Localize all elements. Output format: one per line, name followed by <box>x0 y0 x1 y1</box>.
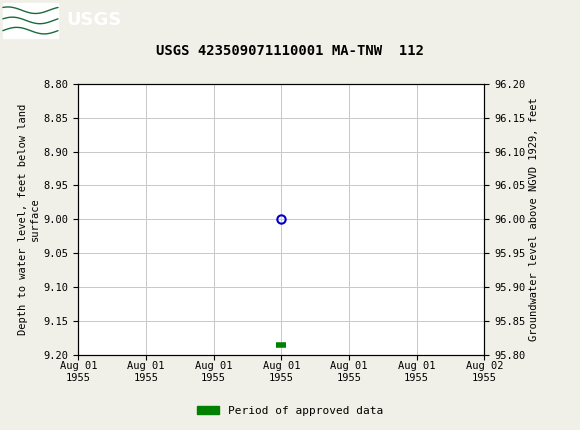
Y-axis label: Groundwater level above NGVD 1929, feet: Groundwater level above NGVD 1929, feet <box>530 98 539 341</box>
Legend: Period of approved data: Period of approved data <box>193 401 387 420</box>
Bar <box>3 3 58 37</box>
Text: USGS: USGS <box>67 11 122 29</box>
Text: USGS 423509071110001 MA-TNW  112: USGS 423509071110001 MA-TNW 112 <box>156 44 424 58</box>
Y-axis label: Depth to water level, feet below land
surface: Depth to water level, feet below land su… <box>18 104 39 335</box>
